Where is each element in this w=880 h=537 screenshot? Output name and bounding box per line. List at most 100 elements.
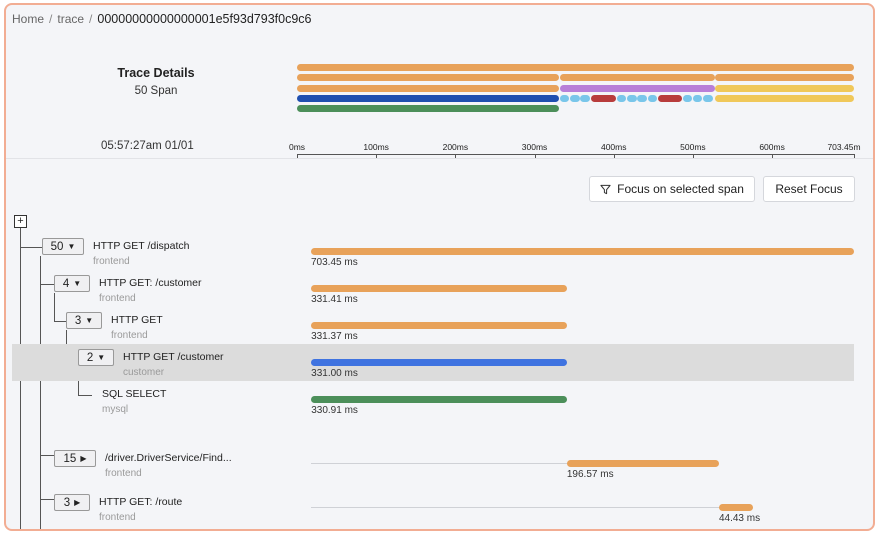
collapse-children-button[interactable]: 2 ▼ <box>78 349 114 366</box>
tree-connector <box>40 284 54 285</box>
span-row[interactable]: 3 ▼ HTTP GET frontend 331.37 ms <box>12 307 854 344</box>
focus-selected-span-button[interactable]: Focus on selected span <box>589 176 755 202</box>
breadcrumb-separator: / <box>49 12 53 26</box>
span-duration-bar[interactable] <box>311 396 567 403</box>
caret-right-icon: ▶ <box>74 498 81 507</box>
span-row[interactable]: 3 ▶ HTTP GET: /route frontend 44.43 ms <box>12 489 854 526</box>
minimap-span-bar <box>559 74 716 81</box>
timeline-tick-label: 703.45m <box>827 142 861 152</box>
minimap-span-bar <box>297 85 560 92</box>
span-count: 50 Span <box>134 85 178 97</box>
timeline-axis <box>297 154 854 155</box>
span-row[interactable]: 4 ▼ HTTP GET: /customer frontend 331.41 ms <box>12 270 854 307</box>
timeline-tick-label: 200ms <box>442 142 469 152</box>
breadcrumb: Home / trace / 00000000000000001e5f93d793f0c… <box>12 12 312 26</box>
minimap-span-bar <box>559 85 716 92</box>
span-service: frontend <box>99 293 136 304</box>
span-service: frontend <box>99 512 136 523</box>
child-count: 3 <box>74 314 82 327</box>
minimap-span-bar <box>580 95 590 102</box>
span-duration-label: 331.37 ms <box>311 331 358 342</box>
span-service: frontend <box>111 330 148 341</box>
caret-down-icon: ▼ <box>85 316 94 325</box>
minimap-span-bar <box>715 74 854 81</box>
span-track <box>311 507 725 508</box>
span-duration-bar[interactable] <box>718 504 754 511</box>
breadcrumb-separator: / <box>89 12 93 26</box>
minimap-span-bar <box>616 95 627 102</box>
breadcrumb-trace-link[interactable]: trace <box>57 12 85 26</box>
span-name: HTTP GET /dispatch <box>93 240 190 252</box>
collapse-children-button[interactable]: 50 ▼ <box>42 238 84 255</box>
timeline-tick <box>772 154 774 159</box>
span-row[interactable]: 15 ▶ /driver.DriverService/Find... frontend… <box>12 445 854 482</box>
span-duration-bar[interactable] <box>311 248 854 255</box>
trace-minimap[interactable] <box>6 5 873 165</box>
span-duration-bar[interactable] <box>311 359 567 366</box>
tree-connector <box>40 256 41 529</box>
reset-focus-button[interactable]: Reset Focus <box>763 176 855 202</box>
breadcrumb-trace-id: 00000000000000001e5f93d793f0c9c6 <box>97 12 312 26</box>
span-duration-label: 331.41 ms <box>311 294 358 305</box>
timeline-tick-label: 100ms <box>363 142 389 152</box>
minimap-span-bar <box>682 95 693 102</box>
plus-square-icon[interactable]: + <box>14 215 27 228</box>
timeline-tick <box>692 154 694 159</box>
minimap-span-bar <box>297 64 854 71</box>
minimap-span-bar <box>297 95 560 102</box>
minimap-span-bar <box>703 95 714 102</box>
tree-connector <box>20 247 42 248</box>
span-duration-label: 703.45 ms <box>311 257 358 268</box>
span-name: SQL SELECT <box>102 388 167 400</box>
span-service: mysql <box>102 404 129 415</box>
minimap-span-bar <box>658 95 682 102</box>
timeline-tick-label: 400ms <box>600 142 627 152</box>
timeline-tick <box>376 154 378 159</box>
span-row[interactable]: SQL SELECT mysql 330.91 ms <box>12 381 854 418</box>
span-duration-bar[interactable] <box>311 322 567 329</box>
timeline-tick-label: 500ms <box>680 142 706 152</box>
child-count: 3 <box>63 496 71 509</box>
collapse-children-button[interactable]: 4 ▼ <box>54 275 90 292</box>
expand-children-button[interactable]: 3 ▶ <box>54 494 90 511</box>
span-duration-label: 331.00 ms <box>311 368 358 379</box>
caret-down-icon: ▼ <box>97 353 106 362</box>
summary-title: Trace Details <box>117 66 195 80</box>
timeline-tick <box>854 154 855 159</box>
tree-connector <box>54 321 66 322</box>
focus-button-label: Focus on selected span <box>617 182 744 196</box>
span-name: HTTP GET: /route <box>99 496 183 508</box>
expand-children-button[interactable]: 15 ▶ <box>54 450 96 467</box>
caret-down-icon: ▼ <box>73 279 82 288</box>
span-name: HTTP GET /customer <box>123 351 224 363</box>
tree-connector <box>78 395 92 396</box>
caret-right-icon: ▶ <box>80 454 87 463</box>
tree-connector <box>54 293 55 321</box>
child-count: 2 <box>86 351 94 364</box>
span-row[interactable]: 50 ▼ HTTP GET /dispatch frontend 703.45 ms <box>12 233 854 270</box>
timeline-tick <box>455 154 457 159</box>
span-duration-bar[interactable] <box>311 285 567 292</box>
minimap-span-bar <box>647 95 658 102</box>
child-count: 4 <box>62 277 70 290</box>
filter-icon <box>600 184 611 195</box>
minimap-span-bar <box>627 95 637 102</box>
child-count: 50 <box>50 240 64 253</box>
trace-details-panel: Home / trace / 00000000000000001e5f93d793f0c… <box>4 3 875 531</box>
timeline-tick <box>297 154 298 159</box>
span-duration-label: 44.43 ms <box>718 513 761 524</box>
minimap-span-bar <box>715 95 854 102</box>
caret-down-icon: ▼ <box>67 242 76 251</box>
span-row[interactable]: 2 ▼ HTTP GET /customer customer 331.00 ms <box>12 344 854 381</box>
breadcrumb-home-link[interactable]: Home <box>12 12 45 26</box>
tree-connector <box>40 499 54 500</box>
tree-connector <box>40 455 54 456</box>
span-name: HTTP GET: /customer <box>99 277 202 289</box>
minimap-span-bar <box>559 95 570 102</box>
span-duration-label: 330.91 ms <box>311 405 358 416</box>
minimap-span-bar <box>590 95 617 102</box>
timeline-tick-label: 0ms <box>288 142 306 152</box>
tree-connector <box>78 367 79 395</box>
span-duration-bar[interactable] <box>566 460 719 467</box>
collapse-children-button[interactable]: 3 ▼ <box>66 312 102 329</box>
